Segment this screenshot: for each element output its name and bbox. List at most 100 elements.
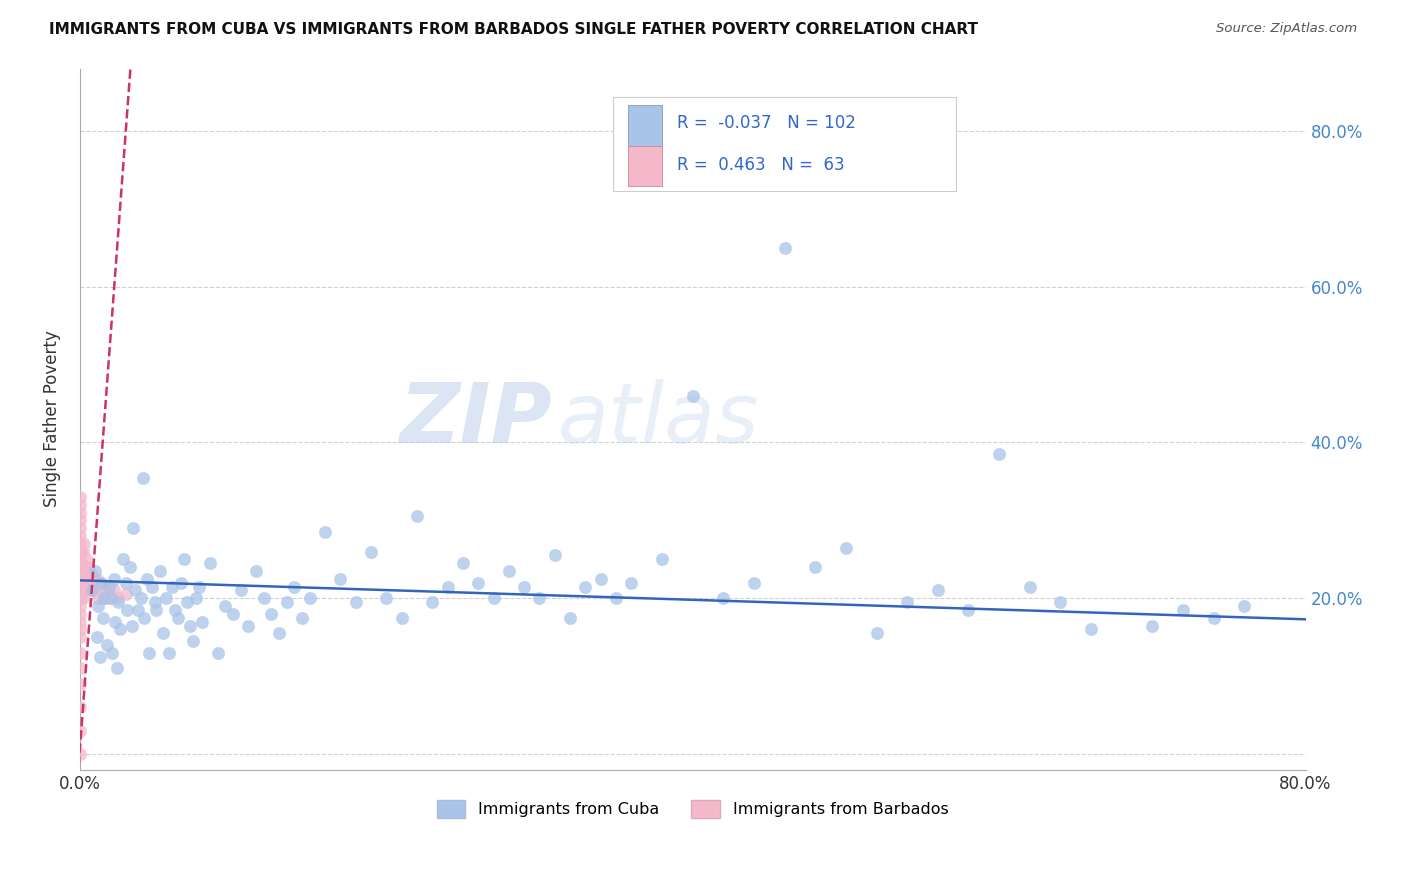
- Point: [69, 700, 91, 714]
- Point: [100, 591, 122, 606]
- Point: [69, 572, 91, 586]
- Point: [957, 603, 980, 617]
- Point: [73, 560, 96, 574]
- Point: [69, 583, 91, 598]
- Point: [451, 556, 474, 570]
- Point: [84, 564, 107, 578]
- Point: [124, 583, 146, 598]
- Point: [69, 529, 91, 543]
- Point: [804, 560, 827, 574]
- Point: [69, 747, 91, 761]
- Point: [87, 599, 110, 613]
- Point: [82, 583, 104, 598]
- Point: [143, 595, 166, 609]
- Point: [605, 591, 627, 606]
- Bar: [627, 145, 662, 186]
- Point: [96, 638, 118, 652]
- Point: [391, 611, 413, 625]
- Point: [69, 552, 91, 566]
- Point: [77, 560, 100, 574]
- Point: [314, 524, 336, 539]
- Point: [498, 564, 520, 578]
- Text: R =  -0.037   N = 102: R = -0.037 N = 102: [676, 114, 856, 132]
- Point: [121, 618, 143, 632]
- Point: [276, 595, 298, 609]
- Point: [69, 544, 91, 558]
- Point: [896, 595, 918, 609]
- Point: [94, 587, 117, 601]
- Point: [69, 599, 91, 613]
- Point: [107, 591, 129, 606]
- Point: [589, 572, 612, 586]
- Point: [89, 580, 111, 594]
- Point: [72, 567, 94, 582]
- Point: [91, 591, 114, 606]
- Point: [69, 723, 91, 738]
- Point: [69, 580, 91, 594]
- Point: [72, 544, 94, 558]
- Point: [79, 567, 101, 582]
- Point: [75, 583, 97, 598]
- Point: [1171, 603, 1194, 617]
- Point: [436, 580, 458, 594]
- Point: [574, 580, 596, 594]
- Point: [865, 626, 887, 640]
- Point: [245, 564, 267, 578]
- Text: Source: ZipAtlas.com: Source: ZipAtlas.com: [1216, 22, 1357, 36]
- Point: [1202, 611, 1225, 625]
- Point: [69, 661, 91, 675]
- Point: [107, 595, 129, 609]
- Point: [69, 513, 91, 527]
- Point: [69, 677, 91, 691]
- Text: IMMIGRANTS FROM CUBA VS IMMIGRANTS FROM BARBADOS SINGLE FATHER POVERTY CORRELATI: IMMIGRANTS FROM CUBA VS IMMIGRANTS FROM …: [49, 22, 979, 37]
- Point: [544, 549, 567, 563]
- Point: [138, 646, 160, 660]
- Point: [1018, 580, 1040, 594]
- Point: [167, 611, 190, 625]
- Point: [69, 506, 91, 520]
- Point: [742, 575, 765, 590]
- Text: ZIP: ZIP: [399, 378, 551, 459]
- Point: [145, 603, 167, 617]
- Point: [620, 575, 643, 590]
- Point: [84, 580, 107, 594]
- Point: [69, 623, 91, 637]
- Point: [406, 509, 429, 524]
- Point: [79, 580, 101, 594]
- Point: [69, 607, 91, 621]
- Point: [157, 646, 180, 660]
- Point: [98, 583, 121, 598]
- Point: [103, 572, 125, 586]
- Point: [76, 560, 98, 574]
- Point: [69, 615, 91, 629]
- Point: [127, 603, 149, 617]
- Y-axis label: Single Father Poverty: Single Father Poverty: [44, 331, 60, 508]
- Point: [186, 591, 208, 606]
- Point: [69, 646, 91, 660]
- Point: [82, 583, 104, 598]
- Point: [105, 661, 128, 675]
- Point: [238, 618, 260, 632]
- Point: [558, 611, 581, 625]
- Point: [181, 634, 204, 648]
- Point: [651, 552, 673, 566]
- Point: [82, 567, 104, 582]
- Point: [69, 521, 91, 535]
- Point: [152, 626, 174, 640]
- Point: [103, 583, 125, 598]
- Point: [69, 537, 91, 551]
- Point: [93, 591, 115, 606]
- Point: [170, 575, 193, 590]
- Point: [136, 572, 159, 586]
- Point: [420, 595, 443, 609]
- Text: R =  0.463   N =  63: R = 0.463 N = 63: [676, 156, 845, 174]
- Point: [267, 626, 290, 640]
- Point: [70, 560, 93, 574]
- Point: [87, 591, 110, 606]
- Point: [188, 580, 211, 594]
- Point: [835, 541, 858, 555]
- Point: [513, 580, 536, 594]
- Point: [73, 537, 96, 551]
- Point: [176, 595, 198, 609]
- Point: [86, 572, 108, 586]
